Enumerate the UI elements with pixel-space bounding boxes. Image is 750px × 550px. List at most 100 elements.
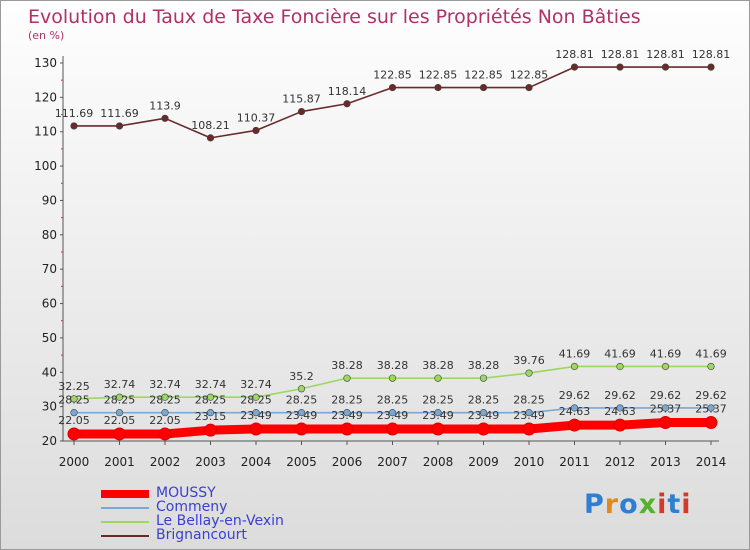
x-tick-label: 2001 — [104, 455, 135, 469]
x-tick-label: 2010 — [514, 455, 545, 469]
legend-swatch — [101, 535, 149, 537]
data-label: 28.25 — [149, 394, 181, 407]
logo-letter: i — [657, 489, 668, 520]
x-tick-label: 2002 — [150, 455, 181, 469]
chart-title: Evolution du Taux de Taxe Foncière sur l… — [28, 6, 641, 28]
data-point — [343, 374, 351, 382]
y-tick-label: 20 — [42, 434, 57, 448]
data-label: 32.74 — [149, 378, 181, 391]
data-label: 23.49 — [377, 409, 409, 422]
data-point — [525, 409, 533, 417]
data-point — [343, 100, 351, 108]
y-tick-label: 130 — [34, 56, 57, 70]
x-tick-label: 2006 — [332, 455, 363, 469]
data-point — [661, 63, 670, 71]
logo-letter: P — [584, 489, 605, 520]
legend-swatch — [101, 521, 149, 523]
x-tick-label: 2008 — [423, 455, 454, 469]
data-point — [115, 393, 124, 401]
data-point — [570, 362, 579, 371]
data-point — [70, 122, 78, 130]
data-point — [206, 409, 215, 417]
data-label: 111.69 — [55, 107, 94, 120]
data-point — [206, 134, 215, 142]
x-tick-label: 2013 — [650, 455, 681, 469]
data-label: 25.37 — [650, 403, 682, 416]
data-label: 29.62 — [559, 389, 591, 402]
data-label: 38.28 — [331, 359, 363, 372]
data-point — [388, 374, 397, 382]
data-label: 22.05 — [58, 414, 90, 427]
data-label: 29.62 — [650, 389, 682, 402]
data-label: 29.62 — [695, 389, 727, 402]
data-label: 22.05 — [149, 414, 181, 427]
data-point — [525, 369, 533, 377]
data-label: 23.49 — [240, 409, 272, 422]
data-point — [297, 409, 306, 417]
y-tick-label: 80 — [42, 228, 57, 242]
x-tick-label: 2007 — [377, 455, 408, 469]
data-label: 28.25 — [195, 394, 227, 407]
x-tick-label: 2005 — [286, 455, 317, 469]
data-point — [479, 83, 488, 92]
data-point — [707, 63, 715, 71]
data-point — [115, 409, 124, 417]
data-point — [616, 362, 624, 371]
data-point — [161, 393, 169, 401]
data-point — [616, 404, 624, 412]
data-label: 24.63 — [559, 405, 591, 418]
data-label: 108.21 — [191, 119, 230, 132]
data-point — [707, 404, 715, 412]
logo-letter: x — [638, 489, 658, 520]
data-label: 28.25 — [58, 394, 90, 407]
data-label: 122.85 — [373, 69, 412, 82]
data-point — [252, 409, 260, 417]
data-label: 38.28 — [377, 359, 409, 372]
data-label: 38.28 — [468, 359, 500, 372]
data-point — [431, 422, 445, 436]
data-label: 113.9 — [149, 99, 181, 112]
data-point — [113, 427, 126, 441]
y-tick-label: 70 — [42, 262, 57, 276]
data-label: 28.25 — [377, 394, 409, 407]
data-point — [252, 126, 260, 135]
data-point — [204, 423, 217, 437]
data-label: 25.37 — [695, 403, 727, 416]
data-label: 32.74 — [240, 378, 272, 391]
data-label: 128.81 — [555, 48, 594, 61]
data-label: 128.81 — [601, 48, 640, 61]
x-tick-label: 2000 — [59, 455, 90, 469]
legend-label: MOUSSY — [156, 485, 216, 501]
data-label: 39.76 — [513, 354, 545, 367]
data-label: 23.49 — [513, 409, 545, 422]
data-label: 122.85 — [464, 69, 503, 82]
data-label: 28.25 — [240, 394, 272, 407]
data-point — [661, 362, 670, 371]
data-label: 41.69 — [604, 347, 636, 360]
data-point — [479, 374, 488, 382]
data-point — [252, 393, 260, 401]
data-label: 29.62 — [604, 389, 636, 402]
data-point — [70, 409, 78, 417]
y-tick-label: 60 — [42, 297, 57, 311]
data-label: 32.25 — [58, 380, 90, 393]
data-label: 122.85 — [419, 69, 458, 82]
data-point — [161, 409, 169, 417]
y-tick-label: 120 — [34, 90, 57, 104]
data-point — [295, 422, 308, 436]
data-point — [659, 416, 672, 430]
data-label: 128.81 — [646, 48, 685, 61]
legend-swatch — [101, 507, 149, 509]
data-point — [522, 422, 536, 436]
data-point — [525, 83, 533, 92]
legend-label: Commeny — [156, 499, 228, 515]
data-label: 32.74 — [195, 378, 227, 391]
x-tick-label: 2009 — [468, 455, 499, 469]
data-label: 41.69 — [650, 347, 682, 360]
y-tick-label: 50 — [42, 331, 57, 345]
data-point — [616, 63, 624, 71]
data-point — [434, 83, 442, 92]
data-point — [343, 409, 351, 417]
